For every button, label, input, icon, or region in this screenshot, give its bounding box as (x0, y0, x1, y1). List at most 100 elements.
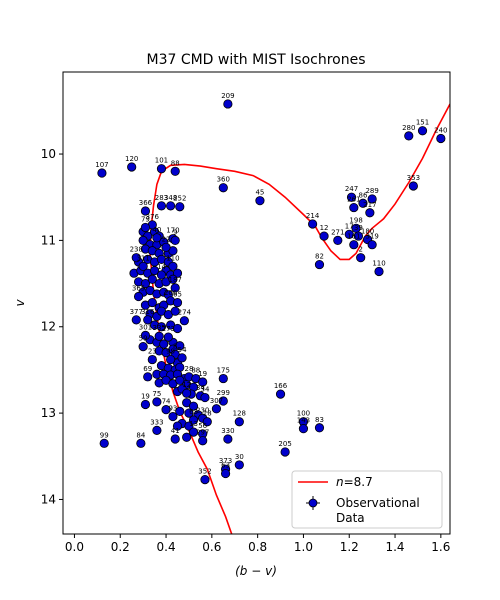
point-label: 319 (365, 233, 378, 241)
point-label: 75 (152, 390, 161, 398)
data-point (153, 234, 161, 242)
point-label: 366 (139, 199, 153, 207)
point-label: 330 (221, 427, 234, 435)
data-point (153, 398, 161, 406)
data-point (221, 469, 229, 477)
data-point (405, 132, 413, 140)
y-axis-label: v (13, 299, 27, 307)
data-point (162, 243, 170, 251)
data-point (235, 461, 243, 469)
data-point (308, 220, 316, 228)
data-point (356, 253, 364, 261)
data-point (375, 267, 383, 275)
x-tick-label: 1.2 (340, 540, 359, 554)
point-label: 84 (136, 431, 145, 439)
point-label: 99 (166, 348, 175, 356)
data-point (169, 412, 177, 420)
data-point (437, 134, 445, 142)
point-label: 289 (365, 187, 378, 195)
data-point (212, 405, 220, 413)
data-point (409, 182, 417, 190)
point-label: 274 (178, 309, 192, 317)
data-point (164, 333, 172, 341)
point-label: 217 (363, 201, 376, 209)
data-point (148, 355, 156, 363)
data-point (224, 435, 232, 443)
point-label: 316 (141, 308, 155, 316)
data-point (157, 202, 165, 210)
y-tick-label: 14 (41, 492, 56, 506)
point-label: 9 (173, 228, 177, 236)
data-point (141, 400, 149, 408)
point-label: 69 (143, 365, 152, 373)
x-tick-label: 1.4 (385, 540, 404, 554)
point-label: 2 (358, 246, 362, 254)
point-label: 63 (221, 462, 230, 470)
point-label: 175 (217, 367, 230, 375)
point-label: 107 (95, 161, 108, 169)
point-label: 19 (141, 392, 150, 400)
point-label: 59 (139, 335, 148, 343)
x-tick-label: 1.6 (431, 540, 450, 554)
point-label: 143 (297, 417, 310, 425)
point-label: 110 (166, 254, 179, 262)
point-label: 12 (182, 381, 191, 389)
x-tick-label: 0.0 (65, 540, 84, 554)
chart-title: M37 CMD with MIST Isochrones (146, 52, 365, 68)
point-label: 209 (221, 92, 234, 100)
data-point (224, 100, 232, 108)
point-label: 79 (141, 215, 150, 223)
point-label: 151 (416, 119, 429, 127)
point-label: 88 (171, 159, 180, 167)
data-point (144, 373, 152, 381)
data-point (173, 298, 181, 306)
point-label: 166 (274, 382, 288, 390)
point-label: 297 (196, 429, 209, 437)
y-tick-label: 10 (41, 147, 56, 161)
data-point (155, 332, 163, 340)
point-label: 12 (320, 224, 329, 232)
legend: n=8.7 Observational Data (292, 471, 442, 528)
point-label: 22 (162, 235, 171, 243)
data-point (139, 342, 147, 350)
data-point (166, 202, 174, 210)
legend-label-isochrone: n=8.7 (336, 475, 373, 489)
point-label: 41 (171, 427, 180, 435)
point-label: 240 (434, 126, 447, 134)
point-label: 128 (233, 410, 246, 418)
data-point (368, 241, 376, 249)
data-point (315, 424, 323, 432)
data-point (281, 448, 289, 456)
data-point (171, 167, 179, 175)
data-point (219, 374, 227, 382)
data-point (320, 232, 328, 240)
data-point (201, 393, 209, 401)
point-label: 40 (152, 226, 161, 234)
legend-label-data: Data (336, 511, 365, 525)
point-label: 14 (157, 263, 166, 271)
point-label: 161 (347, 233, 360, 241)
data-point (180, 317, 188, 325)
x-tick-label: 0.4 (157, 540, 176, 554)
point-label: 18 (203, 410, 212, 418)
data-point (178, 354, 186, 362)
point-label: 13 (189, 420, 198, 428)
point-label: 333 (150, 418, 163, 426)
legend-label-n: n (336, 475, 344, 489)
data-point (334, 236, 342, 244)
point-label: 311 (136, 254, 149, 262)
data-point (153, 426, 161, 434)
data-point (350, 241, 358, 249)
data-point (256, 196, 264, 204)
data-point (157, 271, 165, 279)
data-point (366, 209, 374, 217)
point-label: 54 (178, 346, 187, 354)
data-point (171, 236, 179, 244)
data-point (276, 390, 284, 398)
point-label: 120 (125, 155, 138, 163)
point-label: 45 (255, 189, 264, 197)
data-point (176, 203, 184, 211)
x-tick-label: 0.6 (202, 540, 221, 554)
point-label: 352 (198, 468, 211, 476)
